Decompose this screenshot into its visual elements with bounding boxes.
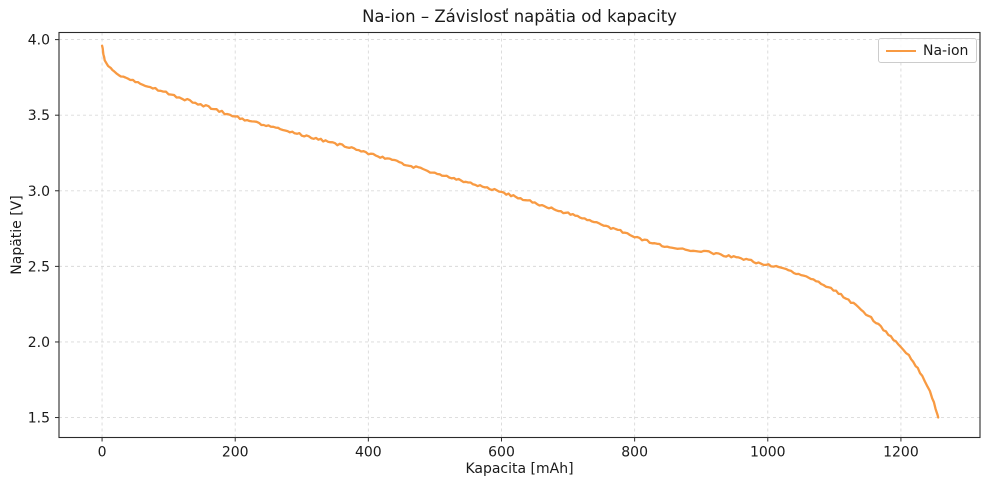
- legend: Na-ion: [878, 38, 977, 63]
- x-axis-label: Kapacita [mAh]: [465, 461, 574, 477]
- svg-text:800: 800: [621, 445, 648, 461]
- svg-text:1000: 1000: [750, 445, 786, 461]
- legend-label: Na-ion: [923, 42, 969, 59]
- svg-text:1200: 1200: [883, 445, 919, 461]
- svg-text:3.5: 3.5: [28, 108, 50, 124]
- legend-line-swatch: [886, 49, 916, 52]
- chart-title: Na-ion – Závislosť napätia od kapacity: [362, 7, 677, 26]
- svg-text:200: 200: [222, 445, 249, 461]
- svg-text:2.0: 2.0: [28, 335, 50, 351]
- svg-text:0: 0: [98, 445, 107, 461]
- y-axis-label: Napätie [V]: [9, 195, 25, 275]
- svg-text:4.0: 4.0: [28, 33, 50, 49]
- svg-text:3.0: 3.0: [28, 184, 50, 200]
- svg-text:2.5: 2.5: [28, 259, 50, 275]
- svg-text:600: 600: [488, 445, 515, 461]
- svg-text:1.5: 1.5: [28, 411, 50, 427]
- svg-text:400: 400: [355, 445, 382, 461]
